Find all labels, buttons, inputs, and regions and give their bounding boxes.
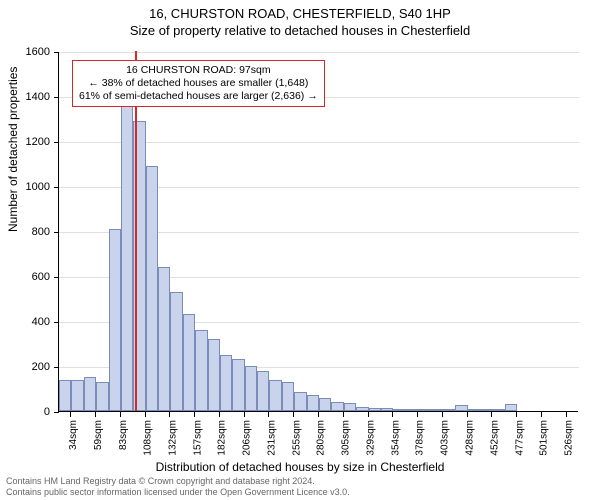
histogram-bar (109, 229, 121, 411)
footer-text: Contains HM Land Registry data © Crown c… (6, 476, 350, 498)
y-tick-mark (54, 367, 59, 368)
x-tick-mark (392, 412, 393, 417)
y-tick-mark (54, 412, 59, 413)
histogram-bar (282, 382, 294, 411)
x-tick-mark (343, 412, 344, 417)
y-tick-label: 1600 (10, 46, 50, 58)
x-tick-mark (318, 412, 319, 417)
histogram-bar (356, 407, 368, 412)
histogram-bar (381, 408, 393, 411)
histogram-bar (208, 339, 220, 411)
y-tick-label: 1200 (10, 136, 50, 148)
histogram-bar (257, 371, 269, 412)
gridline (59, 52, 579, 53)
histogram-bar (294, 392, 306, 411)
histogram-bar (71, 380, 83, 412)
x-tick-mark (516, 412, 517, 417)
y-tick-mark (54, 142, 59, 143)
histogram-bar (232, 359, 244, 411)
annotation-line-1: 16 CHURSTON ROAD: 97sqm (79, 64, 318, 77)
histogram-bar (480, 409, 492, 411)
histogram-bar (406, 409, 418, 411)
title-block: 16, CHURSTON ROAD, CHESTERFIELD, S40 1HP… (0, 0, 600, 38)
histogram-bar (319, 398, 331, 412)
histogram-bar (269, 380, 281, 412)
histogram-bar (468, 409, 480, 411)
x-tick-mark (219, 412, 220, 417)
histogram-bar (121, 92, 133, 412)
histogram-bar (59, 380, 71, 412)
histogram-bar (331, 402, 343, 411)
footer-line-1: Contains HM Land Registry data © Crown c… (6, 476, 350, 487)
x-tick-mark (70, 412, 71, 417)
annotation-box: 16 CHURSTON ROAD: 97sqm ← 38% of detache… (72, 60, 325, 107)
y-tick-mark (54, 232, 59, 233)
y-tick-label: 0 (10, 406, 50, 418)
x-tick-mark (417, 412, 418, 417)
title-line-2: Size of property relative to detached ho… (0, 23, 600, 38)
histogram-bar (158, 267, 170, 411)
histogram-bar (369, 408, 381, 411)
x-tick-mark (467, 412, 468, 417)
x-tick-mark (145, 412, 146, 417)
x-tick-mark (244, 412, 245, 417)
histogram-bar (195, 330, 207, 411)
x-tick-mark (368, 412, 369, 417)
y-tick-label: 400 (10, 316, 50, 328)
y-tick-label: 1000 (10, 181, 50, 193)
histogram-bar (393, 409, 405, 411)
histogram-bar (505, 404, 517, 411)
histogram-bar (96, 382, 108, 411)
x-tick-mark (120, 412, 121, 417)
x-tick-mark (566, 412, 567, 417)
histogram-bar (430, 409, 442, 411)
y-tick-mark (54, 277, 59, 278)
histogram-bar (418, 409, 430, 411)
x-axis-label: Distribution of detached houses by size … (0, 460, 600, 474)
histogram-bar (245, 366, 257, 411)
histogram-bar (492, 409, 504, 411)
y-tick-mark (54, 187, 59, 188)
histogram-bar (307, 395, 319, 411)
y-tick-label: 600 (10, 271, 50, 283)
y-tick-mark (54, 52, 59, 53)
x-tick-mark (95, 412, 96, 417)
histogram-bar (443, 409, 455, 411)
y-tick-mark (54, 97, 59, 98)
annotation-line-3: 61% of semi-detached houses are larger (… (79, 90, 318, 103)
x-tick-mark (169, 412, 170, 417)
histogram-bar (344, 403, 356, 411)
title-line-1: 16, CHURSTON ROAD, CHESTERFIELD, S40 1HP (0, 6, 600, 21)
x-tick-mark (194, 412, 195, 417)
histogram-bar (220, 355, 232, 411)
y-tick-label: 1400 (10, 91, 50, 103)
y-tick-mark (54, 322, 59, 323)
chart-container: 16, CHURSTON ROAD, CHESTERFIELD, S40 1HP… (0, 0, 600, 500)
footer-line-2: Contains public sector information licen… (6, 487, 350, 498)
histogram-bar (84, 377, 96, 411)
histogram-bar (183, 314, 195, 411)
x-tick-mark (442, 412, 443, 417)
histogram-bar (170, 292, 182, 411)
y-tick-label: 800 (10, 226, 50, 238)
x-tick-mark (293, 412, 294, 417)
x-tick-mark (541, 412, 542, 417)
x-tick-mark (268, 412, 269, 417)
y-tick-label: 200 (10, 361, 50, 373)
annotation-line-2: ← 38% of detached houses are smaller (1,… (79, 77, 318, 90)
histogram-bar (455, 405, 467, 411)
x-tick-mark (491, 412, 492, 417)
histogram-bar (146, 166, 158, 411)
